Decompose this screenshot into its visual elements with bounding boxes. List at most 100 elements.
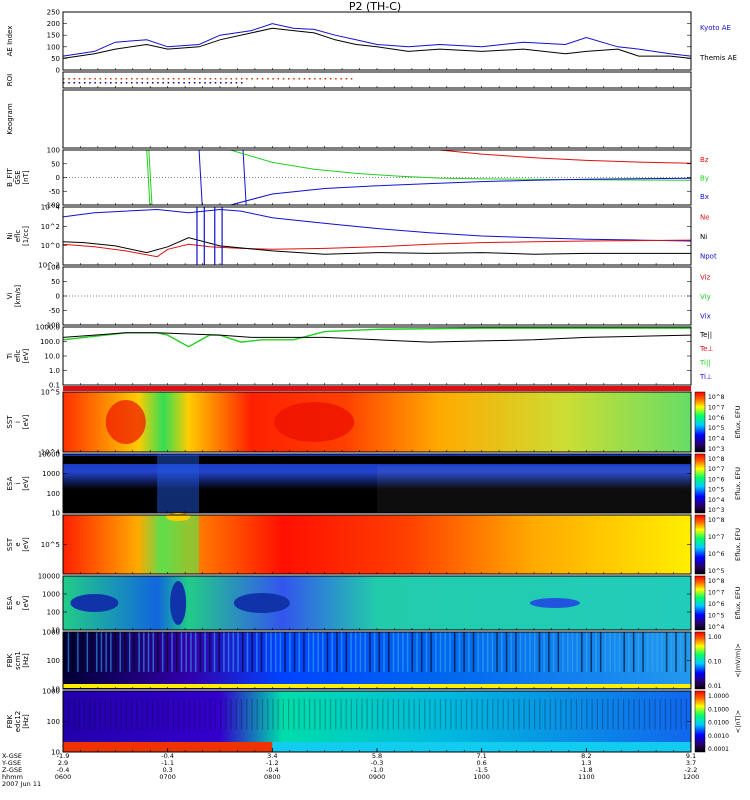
series-te — [62, 332, 692, 343]
roi-mark — [193, 78, 196, 80]
stripe — [554, 699, 557, 730]
ylabel: [Hz] — [22, 653, 30, 668]
roi-mark — [63, 78, 65, 80]
stripe — [282, 699, 284, 730]
stripe — [647, 632, 649, 672]
y-tick-label: 100 — [47, 490, 60, 498]
legend-item: By — [700, 175, 709, 183]
colorbar-tick: 0.01 — [708, 683, 722, 690]
roi-mark — [308, 78, 311, 80]
legend-item: Te⊥ — [699, 345, 714, 353]
x-row-label: Z-GSE — [2, 766, 22, 774]
stripe — [659, 699, 661, 730]
x-tick-label: 9.1 — [686, 752, 696, 760]
stripe — [141, 699, 143, 730]
x-tick-label: 0600 — [55, 773, 72, 781]
stripe — [595, 632, 597, 672]
roi-mark — [350, 78, 353, 80]
roi-mark — [293, 78, 295, 80]
panel-esa_e: ESA e [eV] 10000 1000 100 10 10^8 10^7 10^6 10^5 10… — [6, 573, 742, 635]
ylabel: [eV] — [22, 537, 30, 552]
flag-bar — [63, 386, 691, 391]
stripe — [424, 699, 426, 730]
stripe — [472, 632, 475, 672]
ylabel: ESA — [6, 596, 14, 610]
roi-mark — [319, 78, 321, 80]
colorbar-label: <|mV/m|> — [734, 643, 742, 678]
panel-ti: Ti eflc [eV] 1000.0 100.0 10.0 1.0 0.1 Te|| Te⊥ Ti… — [6, 324, 714, 390]
roi-mark — [178, 82, 180, 84]
y-tick-label: -100 — [44, 322, 60, 330]
panel-frame — [62, 326, 692, 386]
x-tick-label: -1.0 — [371, 766, 384, 774]
colorbar-tick: 10^7 — [708, 404, 725, 411]
colorbar-tick: 1.0000 — [708, 693, 729, 700]
roi-mark — [324, 78, 327, 80]
colorbar-tick: 10^6 — [708, 601, 725, 608]
stripe — [298, 699, 300, 730]
stripe — [322, 632, 324, 672]
stripe — [114, 632, 117, 672]
roi-mark — [83, 78, 86, 80]
colorbar — [694, 575, 706, 631]
stripe — [180, 632, 183, 672]
legend-item: Ne — [700, 214, 710, 222]
roi-mark — [157, 82, 159, 84]
stripe — [261, 699, 264, 730]
stripe — [544, 699, 546, 730]
stripe — [502, 699, 504, 730]
stripe — [218, 632, 220, 672]
x-tick-label: -0.4 — [266, 766, 279, 774]
stripe — [162, 699, 164, 730]
stripe — [604, 632, 607, 672]
stripe — [314, 699, 316, 730]
legend-item: Themis AE — [699, 54, 737, 62]
ylabel: i — [14, 421, 22, 423]
stripe — [373, 632, 376, 672]
roi-mark — [157, 78, 159, 80]
blob — [170, 581, 187, 625]
x-tick-label: -1.1 — [161, 759, 174, 767]
stripe — [63, 699, 65, 730]
roi-mark — [209, 82, 212, 84]
stripe — [147, 632, 150, 672]
roi-mark — [214, 78, 217, 80]
y-tick-label: 100.0 — [40, 338, 60, 346]
y-tick-label: 1000 — [42, 688, 60, 696]
stripe — [225, 699, 227, 730]
ylabel: [1/cc] — [22, 226, 30, 246]
series-themis-ae — [62, 27, 692, 59]
y-tick-label: 50 — [51, 55, 60, 63]
y-tick-label: 10^0 — [41, 242, 60, 250]
colorbar-tick: 10^4 — [708, 436, 725, 443]
stripe — [439, 699, 441, 730]
roi-mark — [146, 82, 149, 84]
ylabel: [eV] — [22, 414, 30, 429]
stripe — [439, 632, 442, 672]
stripe — [560, 699, 562, 730]
panel-vi: Vi [km/s] 100 50 0 -50 -100 Viz Viy Vix — [6, 264, 711, 330]
roi-mark — [120, 78, 123, 80]
y-tick-label: 100 — [47, 43, 60, 51]
x-tick-label: 2.9 — [58, 759, 68, 767]
y-tick-label: 50 — [51, 160, 60, 168]
x-row-label: X-GSE — [2, 752, 22, 760]
blob — [529, 598, 580, 608]
colorbar-tick: 0.0100 — [708, 720, 729, 727]
roi-mark — [178, 78, 180, 80]
colorbar-tick: 0.0010 — [708, 733, 729, 740]
colorbar-label: Eflux, EFU — [734, 405, 742, 438]
y-tick-label: -100 — [44, 202, 60, 210]
ylabel: [km/s] — [14, 285, 22, 308]
roi-mark — [193, 82, 196, 84]
legend-item: Npot — [700, 252, 717, 260]
stripe — [289, 632, 291, 672]
stripe — [378, 632, 381, 672]
stripe — [120, 699, 122, 730]
stripe — [565, 699, 567, 730]
roi-mark — [131, 78, 133, 80]
stripe — [637, 632, 640, 672]
stripe — [100, 632, 103, 672]
y-tick-label: 0 — [56, 174, 60, 182]
stripe — [89, 699, 91, 730]
